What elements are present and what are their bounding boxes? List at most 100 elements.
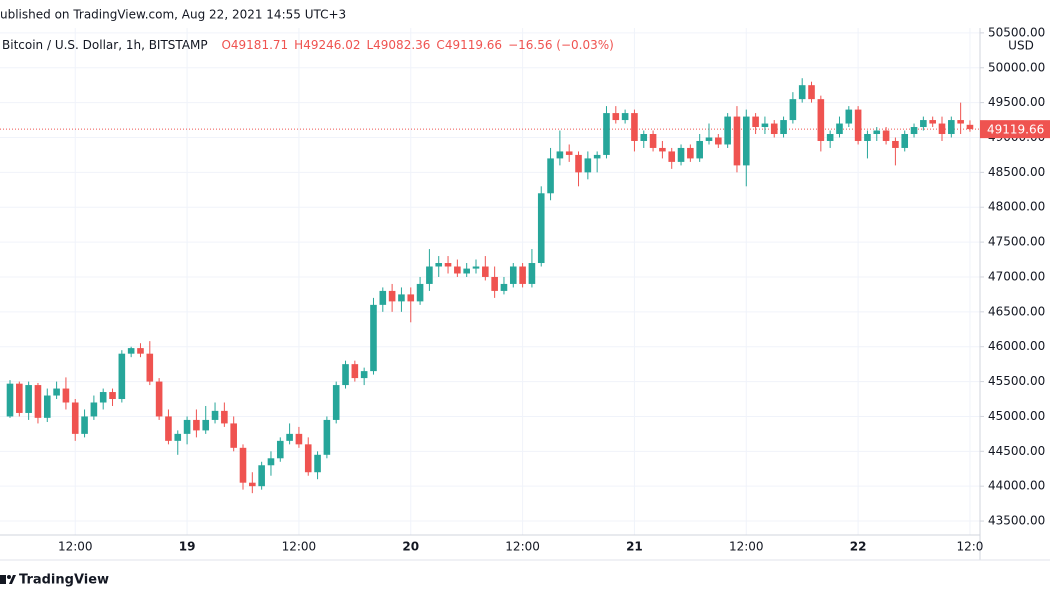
candle-body — [323, 419, 331, 455]
candle-body — [202, 419, 210, 431]
candle-body — [761, 123, 769, 128]
brand: TradingView — [19, 573, 109, 588]
y-tick-label: 47000.00 — [988, 269, 1045, 283]
candle-body — [565, 151, 573, 155]
currency: USD — [1008, 39, 1034, 53]
y-tick-label: 50500.00 — [988, 25, 1045, 39]
candle-body — [500, 283, 508, 291]
candle-body — [6, 383, 14, 417]
candle-body — [733, 116, 741, 166]
candle-body — [668, 151, 676, 162]
candle-body — [780, 120, 787, 135]
candle-body — [34, 385, 42, 418]
price-axis: 43500.00 44000.00 44500.00 45000.00 45500.00… — [58, 25, 1050, 554]
candle-body — [454, 266, 461, 274]
candle-body — [528, 263, 536, 284]
logo-part — [0, 575, 6, 584]
candle-body — [659, 147, 666, 152]
candle-body — [854, 109, 862, 141]
ohlc-value: 49082.36 — [373, 38, 430, 52]
candle-body — [882, 130, 890, 141]
candle-body — [342, 364, 349, 386]
candle-body — [603, 113, 610, 155]
candle-body — [295, 433, 303, 445]
candle-body — [221, 410, 228, 424]
candle-body — [388, 290, 396, 302]
candle-body — [836, 123, 843, 135]
x-tick-label: 12:00 — [729, 540, 764, 554]
ohlc-value: 49119.66 — [445, 38, 502, 52]
candle-body — [25, 385, 32, 413]
ohlc-key: O — [221, 38, 230, 52]
logo-part — [9, 575, 16, 584]
candle-body — [267, 458, 275, 466]
candle-body — [211, 410, 219, 420]
candle-body — [808, 85, 815, 100]
candle-body — [62, 388, 70, 403]
candle-body — [556, 151, 564, 159]
candle-body — [407, 294, 415, 302]
candle-body — [631, 113, 638, 141]
candle-body — [621, 113, 629, 121]
ohlc-key: C — [436, 38, 444, 52]
candle-body — [239, 447, 247, 483]
x-tick-label: 12:0 — [956, 540, 983, 554]
candle-body — [53, 388, 60, 396]
published-note: ublished on TradingView.com, Aug 22, 202… — [0, 8, 346, 22]
y-tick-label: 44500.00 — [988, 444, 1045, 458]
candle-body — [416, 283, 424, 302]
candle-body — [640, 134, 648, 141]
grid — [0, 28, 980, 535]
candle-body — [584, 158, 592, 173]
candle-body — [649, 134, 657, 148]
footer-logo — [0, 575, 16, 584]
candle-body — [193, 419, 200, 431]
candle-body — [118, 353, 126, 400]
candle-body — [463, 268, 470, 274]
change: −16.56 (−0.03%) — [508, 38, 614, 52]
candle-body — [258, 465, 265, 487]
candle-body — [798, 85, 806, 100]
candle-body — [99, 392, 107, 403]
candle-body — [71, 402, 79, 434]
candle-body — [137, 348, 144, 354]
y-tick-label: 43500.00 — [988, 514, 1045, 528]
candle-body — [276, 440, 284, 459]
candle-body — [379, 290, 387, 305]
candle-body — [724, 116, 731, 145]
symbol-legend: Bitcoin / U.S. Dollar, 1h, BITSTAMP O491… — [2, 38, 614, 52]
candle-body — [90, 402, 98, 417]
candle-body — [174, 433, 182, 441]
candle-body — [687, 147, 694, 159]
y-tick-label: 49500.00 — [988, 95, 1045, 109]
candle-body — [612, 113, 620, 121]
ohlc: O49181.71 H49246.02 L49082.36 C49119.66 −16.… — [221, 38, 613, 52]
candle-body — [575, 154, 582, 173]
candle-body — [286, 433, 293, 441]
x-tick-label: 22 — [850, 540, 867, 554]
candle-body — [929, 120, 936, 124]
candle-body — [948, 120, 955, 135]
candle-body — [547, 158, 554, 194]
x-tick-label: 20 — [402, 540, 419, 554]
candle-body — [901, 134, 909, 148]
candle-body — [351, 364, 359, 379]
candle-body — [146, 353, 154, 382]
candle-body — [16, 383, 23, 413]
candle-body — [966, 124, 974, 130]
candle-body — [304, 444, 312, 473]
candle-body — [789, 99, 797, 121]
candle-body — [705, 137, 713, 141]
candle-body — [742, 116, 750, 166]
y-tick-label: 47500.00 — [988, 235, 1045, 249]
candles — [6, 78, 974, 494]
candle-body — [957, 120, 964, 124]
candle-body — [81, 416, 88, 434]
ohlc-key: L — [366, 38, 373, 52]
candle-body — [183, 419, 191, 434]
x-tick-label: 19 — [179, 540, 196, 554]
y-tick-label: 48500.00 — [988, 165, 1045, 179]
x-tick-label: 12:00 — [282, 540, 317, 554]
candle-body — [892, 140, 899, 148]
